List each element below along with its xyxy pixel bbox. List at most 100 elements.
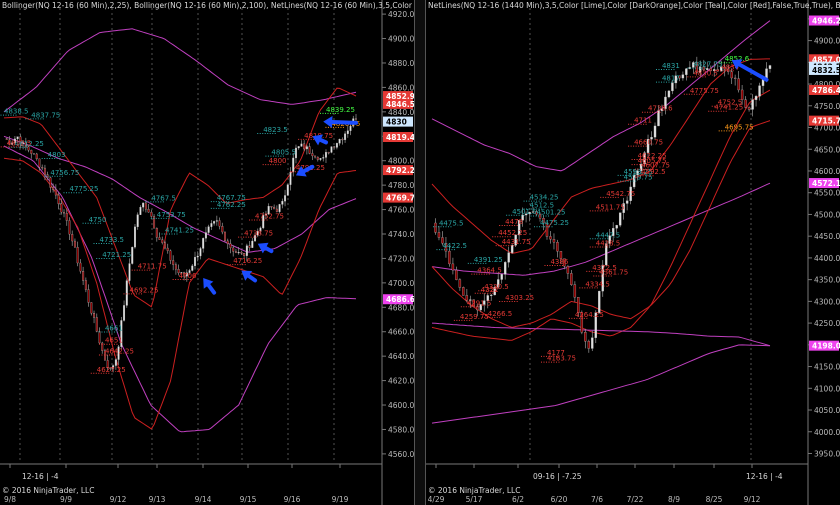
candle-down (93, 313, 96, 318)
candle-down (65, 213, 68, 221)
price-badge-label: 4769.77 (386, 194, 414, 203)
candle-up (503, 262, 507, 275)
candle-down (166, 247, 169, 251)
candle-up (706, 68, 709, 70)
candle-up (215, 220, 218, 222)
candle-down (5, 138, 8, 140)
blue-arrow-shaft (263, 246, 274, 254)
candle-up (289, 171, 292, 185)
level-label: 4322 (481, 286, 499, 294)
candle-down (448, 250, 451, 265)
candle-down (35, 153, 38, 160)
y-tick-label: 4150.00 (814, 363, 840, 372)
level-label: 4837.75 (31, 111, 60, 119)
candle-up (338, 139, 341, 144)
candle-up (267, 206, 270, 215)
y-tick-label: 4660.00 (388, 328, 414, 337)
price-badge (809, 115, 839, 126)
candle-up (335, 143, 338, 148)
candle-down (462, 287, 465, 296)
level-label: 4721.25 (102, 251, 131, 259)
candle-down (570, 273, 573, 285)
price-badge-label: 4686.62 (386, 295, 414, 304)
y-tick-label: 4450.00 (814, 232, 840, 241)
level-label: 4422.5 (442, 242, 467, 250)
candle-down (221, 226, 224, 233)
candle-up (469, 299, 472, 301)
candle-up (117, 346, 120, 360)
level-label: 4511.75 (596, 203, 625, 211)
y-tick-label: 4600.00 (388, 401, 414, 410)
candle-up (191, 265, 194, 271)
candle-down (535, 211, 538, 215)
candle-up (262, 215, 265, 229)
x-tick-label: 9/13 (149, 495, 166, 504)
contract-note: 12-16 | -4 (22, 472, 59, 481)
candle-down (106, 360, 109, 368)
x-tick-label: 9/12 (110, 495, 127, 504)
price-badge-label: 4857.05 (812, 55, 840, 64)
candle-down (79, 262, 82, 272)
bollinger-lower-25 (3, 157, 357, 430)
panel-divider[interactable] (414, 0, 426, 505)
level-label: 4163.75 (547, 355, 576, 363)
candle-down (49, 177, 52, 188)
candle-up (681, 74, 685, 79)
candle-down (226, 240, 229, 244)
y-tick-label: 4560.00 (388, 450, 414, 459)
y-tick-label: 4900.00 (388, 35, 414, 44)
level-label: 4805.5 (271, 149, 296, 157)
candle-down (744, 99, 747, 108)
candle-up (22, 141, 25, 145)
candle-down (57, 194, 60, 204)
level-label: 4741.25 (165, 227, 194, 235)
candle-up (483, 300, 486, 305)
candle-down (580, 312, 584, 333)
candle-up (245, 245, 248, 256)
candle-up (486, 295, 489, 301)
candle-down (30, 149, 33, 154)
candle-up (751, 99, 754, 110)
chart-60min[interactable]: 4920.004900.004880.004860.004840.004820.… (0, 0, 414, 505)
candle-down (308, 146, 311, 154)
level-label: 4767.75 (217, 194, 246, 202)
level-label: 4266.5 (488, 310, 513, 318)
candle-up (16, 136, 19, 140)
candle-up (256, 231, 259, 236)
candle-down (458, 279, 462, 288)
candle-down (476, 306, 479, 311)
level-label: 4767.5 (151, 194, 176, 202)
candle-down (243, 253, 246, 256)
level-label: 4475.5 (439, 219, 463, 227)
chart-daily[interactable]: 4950.004900.004850.004800.004750.004700.… (426, 0, 840, 505)
x-tick-label: 9/12 (744, 495, 761, 504)
level-label: 4823.5 (263, 126, 288, 134)
candle-down (549, 236, 552, 240)
level-label: 4741.25 (714, 104, 743, 112)
price-badge-label: 4792.28 (386, 166, 414, 175)
level-label: 4695.75 (725, 123, 754, 131)
y-tick-label: 4640.00 (388, 352, 414, 361)
level-label: 4447.5 (596, 231, 621, 239)
level-label: 4661 (105, 325, 123, 333)
price-badge-label: 4786.41 (812, 86, 840, 95)
price-badge-label: 4832.50 (812, 66, 840, 75)
candle-up (325, 152, 327, 158)
price-badge-label: 4852.94 (386, 92, 414, 101)
level-label: 4177 (547, 349, 565, 357)
candle-up (120, 320, 123, 347)
candle-up (531, 211, 535, 213)
candle-up (128, 263, 131, 281)
y-tick-label: 4580.00 (388, 425, 414, 434)
candle-up (643, 152, 646, 165)
price-badge (383, 294, 413, 305)
candle-down (303, 143, 306, 150)
level-label: 4812.25 (15, 140, 44, 148)
candle-down (144, 202, 147, 210)
candle-up (251, 240, 254, 248)
candle-up (514, 234, 517, 246)
x-tick-label: 9/14 (195, 495, 212, 504)
contract-note: 12-16 | -4 (746, 472, 783, 481)
level-label: 4592.5 (641, 168, 666, 176)
price-badge (809, 64, 839, 75)
